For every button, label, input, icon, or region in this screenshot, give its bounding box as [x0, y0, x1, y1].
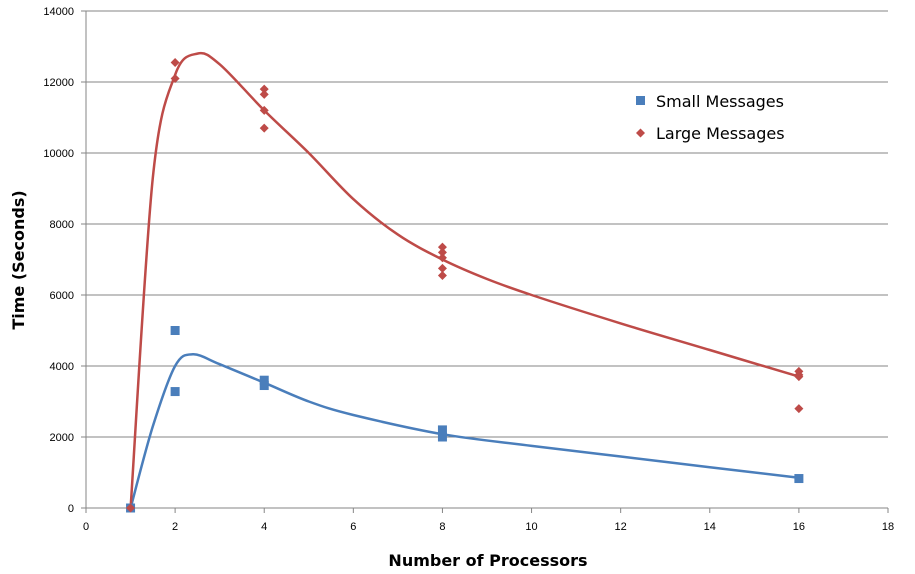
x-tick-label: 12 [615, 521, 627, 533]
trend-lines [129, 51, 800, 509]
y-tick-label: 6000 [50, 290, 74, 302]
plot-area-border [81, 10, 889, 513]
data-point-small-messages [259, 381, 269, 391]
legend-label-large-messages: Large Messages [656, 124, 785, 143]
data-point-large-messages [259, 123, 269, 133]
data-point-small-messages [794, 474, 804, 484]
y-tick-label: 10000 [43, 148, 74, 160]
data-point-large-messages [259, 89, 269, 99]
data-point-large-messages [437, 270, 447, 280]
data-point-small-messages [437, 432, 447, 442]
y-tick-label: 12000 [43, 77, 74, 89]
y-tick-label: 4000 [50, 361, 74, 373]
trend-line-series-0 [129, 353, 800, 509]
data-point-small-messages [170, 326, 180, 335]
x-tick-label: 10 [525, 521, 537, 533]
x-tick-label: 6 [350, 521, 356, 533]
data-point-large-messages [437, 247, 447, 257]
data-points [126, 57, 804, 513]
data-point-large-messages [259, 84, 269, 94]
data-point-large-messages [126, 503, 136, 513]
y-tick-label: 0 [68, 503, 74, 515]
data-point-large-messages [437, 263, 447, 273]
legend: Small Messages Large Messages [636, 92, 785, 143]
x-tick-label: 4 [261, 521, 267, 533]
x-tick-label: 16 [793, 521, 805, 533]
data-point-small-messages [170, 387, 180, 397]
y-axis-title: Time (Seconds) [9, 190, 28, 329]
trend-line-series-1 [129, 51, 800, 509]
y-tick-label: 14000 [43, 6, 74, 18]
x-tick-label: 8 [439, 521, 445, 533]
gridlines [86, 10, 888, 438]
y-tick-label: 2000 [50, 432, 74, 444]
data-point-small-messages [437, 425, 447, 435]
data-point-large-messages [437, 242, 447, 252]
x-axis-title: Number of Processors [388, 551, 587, 570]
x-tick-label: 2 [172, 521, 178, 533]
data-point-large-messages [437, 253, 447, 263]
x-tick-label: 0 [83, 521, 89, 533]
legend-marker-small-messages [636, 96, 645, 105]
tick-labels: 0 2 4 6 8 10 12 14 16 18 0 2000 4000 6000 8000 10000 120… [43, 6, 894, 533]
x-tick-label: 18 [882, 521, 894, 533]
data-point-small-messages [259, 375, 269, 385]
x-tick-label: 14 [704, 521, 716, 533]
data-point-large-messages [259, 105, 269, 115]
data-point-large-messages [794, 404, 804, 414]
legend-marker-large-messages [636, 128, 645, 138]
y-tick-label: 8000 [50, 219, 74, 231]
legend-label-small-messages: Small Messages [656, 92, 784, 111]
data-point-large-messages [794, 372, 804, 382]
data-point-large-messages [170, 73, 180, 83]
data-point-large-messages [170, 57, 180, 67]
